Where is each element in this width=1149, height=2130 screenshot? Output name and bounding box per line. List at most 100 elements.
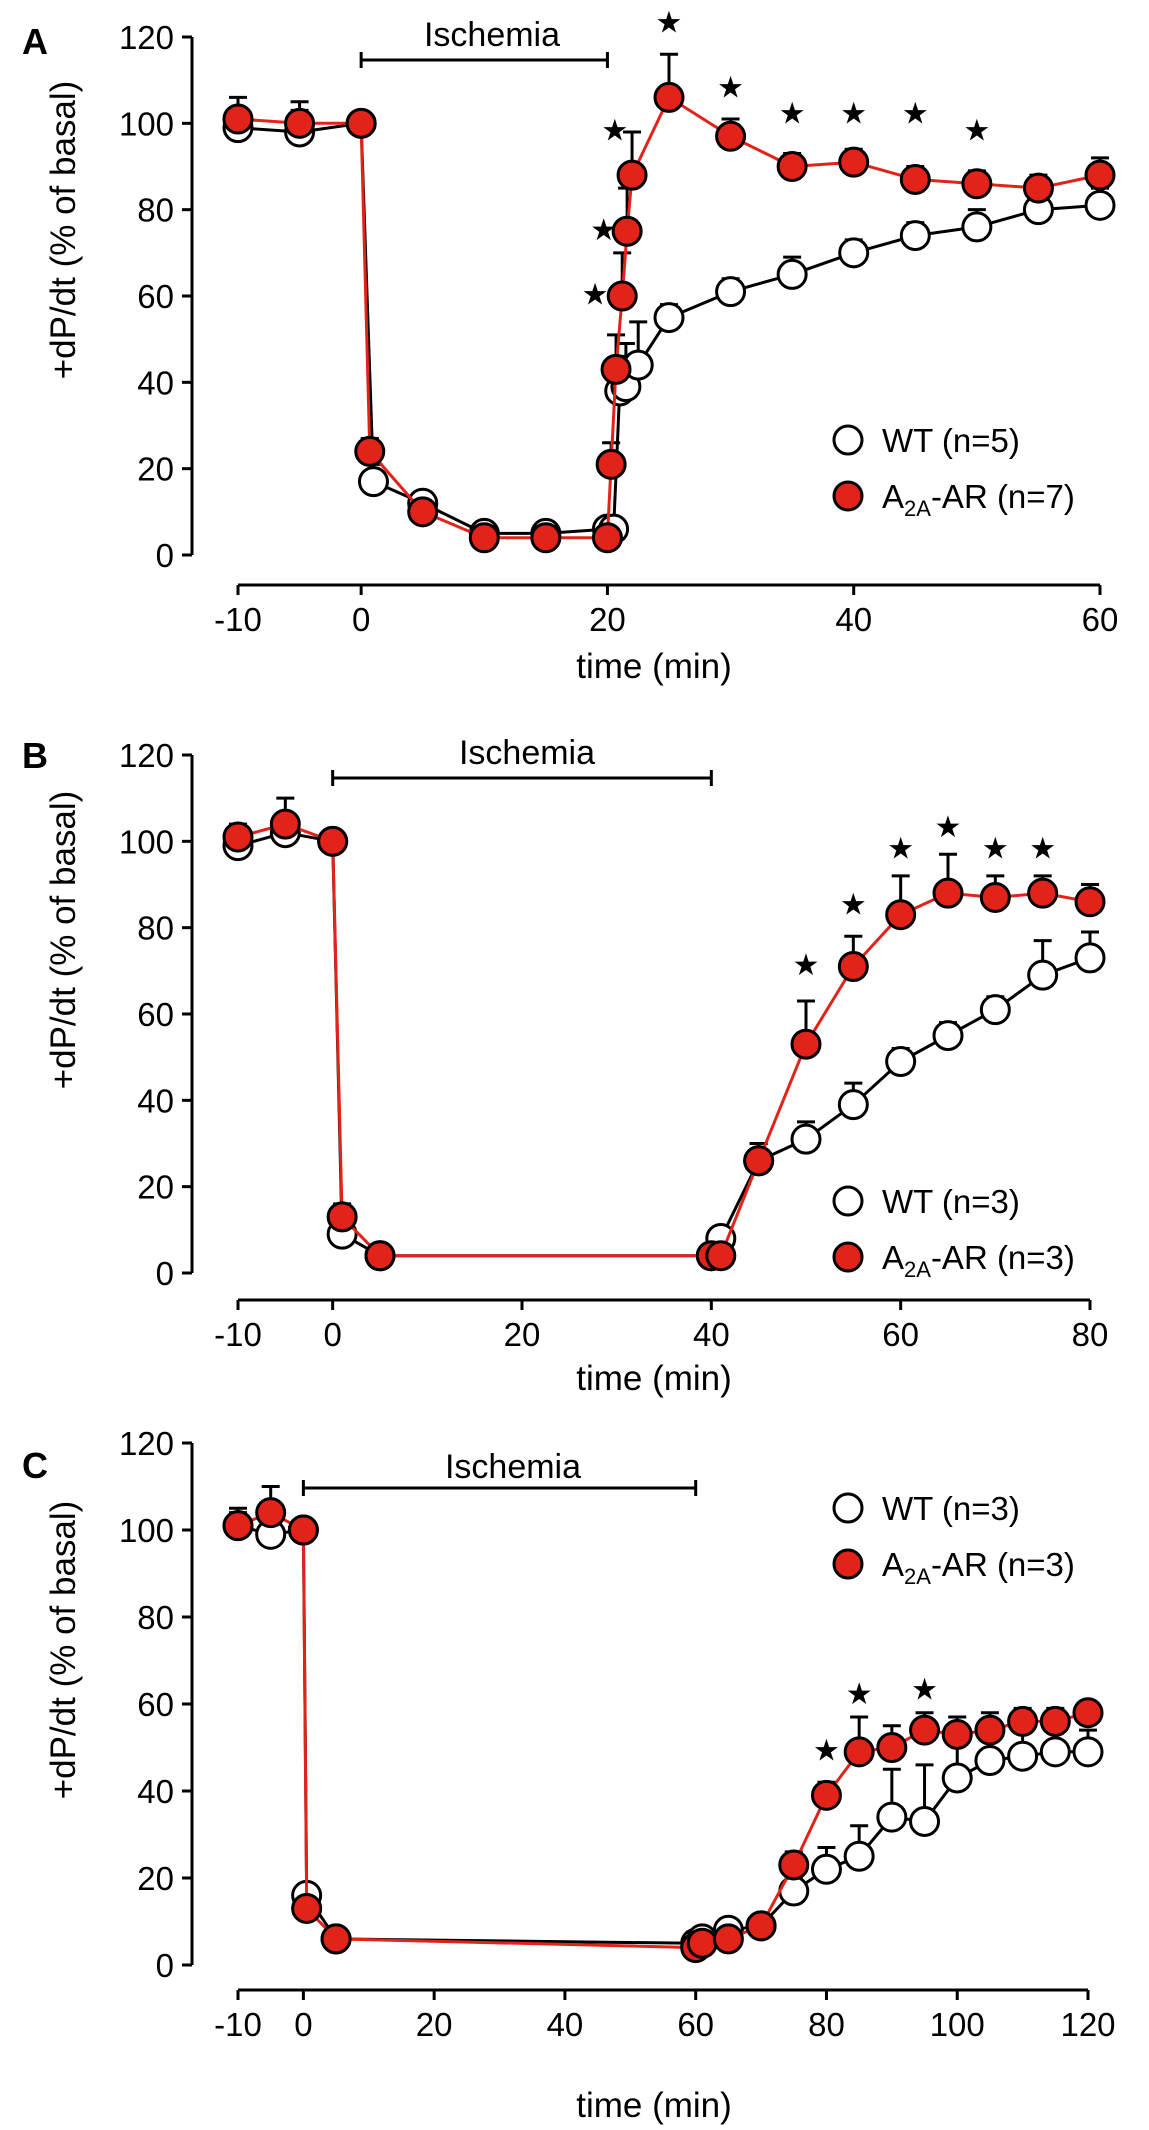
panel-c-x-tick-label: -10	[214, 2006, 262, 2043]
panel-c-a2a-point	[222, 1510, 254, 1542]
panel-a-significance-star: ★	[601, 115, 628, 148]
panel-c-x-tick-label: 120	[1060, 2006, 1115, 2043]
panel-c-wt-point	[843, 1840, 875, 1872]
panel-c-legend: WT (n=3) A2A-AR (n=3)	[832, 1490, 1075, 1589]
panel-c-a2a-point	[712, 1923, 744, 1955]
panel-a-significance-star: ★	[840, 97, 867, 130]
panel-a-y-tick-label: 60	[137, 278, 174, 315]
panel-b-x-tick-label: 40	[693, 1316, 730, 1353]
panel-a-a2a-point	[776, 151, 808, 182]
panel-b-a2a-point	[364, 1240, 396, 1272]
panel-b-significance-star: ★	[982, 833, 1009, 866]
panel-a-a2a-point	[616, 159, 648, 191]
panel-c-a2a-point	[686, 1927, 718, 1959]
panel-b-legend-a2a-label-a: A	[882, 1239, 904, 1276]
panel-b-y-tick-label: 80	[137, 910, 174, 947]
panel-b-legend: WT (n=3) A2A-AR (n=3)	[832, 1183, 1075, 1282]
panel-c-x-tick-label: 100	[930, 2006, 985, 2043]
panel-a-x-tick-label: 20	[589, 601, 626, 638]
panel-a-ischemia-label: Ischemia	[424, 16, 560, 54]
panel-a-y-tick-label: 80	[137, 192, 174, 229]
panel-c-a2a-point	[974, 1714, 1006, 1746]
panel-a-axes: 0 20 40 60 80 100 120 -10 0 20 40 60	[119, 19, 1118, 638]
panel-b-wt-point	[979, 994, 1011, 1026]
panel-a-y-tick-label: 0	[156, 537, 174, 574]
panel-c-y-tick-label: 120	[119, 1425, 174, 1462]
panel-a-marks: ★ ★ ★ ★ ★ ★ ★ ★ ★	[222, 7, 1116, 554]
panel-c-x-tick-label: 40	[547, 2006, 584, 2043]
panel-b-x-tick-label: 60	[882, 1316, 919, 1353]
panel-a-wt-point	[776, 258, 808, 290]
panel-b-a2a-point	[837, 951, 869, 983]
panel-a-wt-point	[715, 276, 747, 308]
panel-b-a2a-point	[222, 821, 254, 853]
panel-a-y-tick-label: 100	[119, 105, 174, 142]
panel-b-significance-star: ★	[935, 811, 962, 844]
panel-a-a2a-point	[838, 146, 870, 178]
panel-c-wt-point	[810, 1853, 842, 1885]
panel-b-y-tick-label: 100	[119, 823, 174, 860]
panel-c-a2a-point	[1072, 1697, 1104, 1729]
panel-b-legend-a2a-label-sub: 2A	[904, 1257, 931, 1282]
panel-c-a2a-point	[778, 1849, 810, 1881]
panel-b-a2a-point	[317, 825, 349, 857]
panel-b-x-tick-label: -10	[214, 1316, 262, 1353]
panel-a-legend-a2a-label-sub: 2A	[904, 496, 931, 521]
panel-a-wt-point	[961, 211, 993, 243]
panel-a-a2a-point	[284, 107, 316, 139]
panel-b-a2a-point	[1074, 886, 1106, 918]
panel-b-a2a-point	[1027, 877, 1059, 909]
panel-c-a2a-point	[320, 1923, 352, 1955]
panel-b-significance-star: ★	[887, 833, 914, 866]
panel-a-x-tick-label: 40	[835, 601, 872, 638]
panel-b-a2a-point	[932, 877, 964, 909]
panel-c-legend-wt-marker	[832, 1492, 864, 1524]
panel-a-a2a-point	[591, 522, 623, 554]
panel-c-x-axis-title: time (min)	[576, 2086, 732, 2125]
panel-b-a2a-point	[885, 899, 917, 931]
panel-a: A +dP/dt (% of basal) time (min) Ischemi…	[22, 7, 1118, 686]
panel-a-a2a-point	[600, 353, 632, 385]
panel-c-wt-point	[1072, 1736, 1104, 1768]
panel-c-legend-a2a-label-a: A	[882, 1546, 904, 1583]
panel-a-a2a-point	[530, 522, 562, 554]
panel-c-significance-star: ★	[813, 1735, 840, 1768]
panel-a-wt-point	[357, 466, 389, 498]
panel-b-significance-star: ★	[840, 889, 867, 922]
panel-a-wt-point	[838, 237, 870, 269]
panel-c-wt-point	[1039, 1736, 1071, 1768]
panel-a-significance-star: ★	[590, 214, 617, 247]
panel-a-legend-wt-marker	[832, 424, 864, 456]
panel-b-a2a-point	[326, 1201, 358, 1233]
panel-a-a2a-point	[345, 107, 377, 139]
panel-a-a2a-point	[606, 280, 638, 312]
panel-b-y-tick-label: 0	[156, 1255, 174, 1292]
panel-b-x-tick-label: 80	[1072, 1316, 1109, 1353]
panel-c-a2a-point	[745, 1910, 777, 1942]
panel-c-a2a-point	[810, 1779, 842, 1811]
panel-c-wt-point	[876, 1801, 908, 1833]
panel-a-y-tick-label: 40	[137, 364, 174, 401]
panel-a-x-tick-label: 60	[1082, 601, 1119, 638]
panel-a-significance-star: ★	[779, 97, 806, 130]
panel-a-wt-point	[653, 302, 685, 334]
panel-c-wt-point	[909, 1805, 941, 1837]
panel-b-y-axis-title: +dP/dt (% of basal)	[44, 791, 83, 1090]
panel-c-x-tick-label: 0	[294, 2006, 312, 2043]
panel-c-axes: 0 20 40 60 80 100 120 -10 0 20 40 60 80 100 120	[119, 1425, 1116, 2043]
panel-c-legend-a2a-label-sub: 2A	[904, 1564, 931, 1589]
panel-b-wt-point	[837, 1089, 869, 1121]
panel-a-a2a-point	[1022, 172, 1054, 204]
panel-a-significance-star: ★	[902, 97, 929, 130]
panel-c-wt-point	[1007, 1740, 1039, 1772]
panel-c-a2a-point	[843, 1736, 875, 1768]
panel-b-axes: 0 20 40 60 80 100 120 -10 0 20 40 60 80	[119, 737, 1108, 1353]
panel-c-legend-wt-label: WT (n=3)	[882, 1490, 1020, 1527]
panel-b-a2a-point	[269, 808, 301, 840]
panel-c: C +dP/dt (% of basal) time (min) Ischemi…	[22, 1425, 1116, 2125]
panel-b-x-tick-label: 20	[504, 1316, 541, 1353]
panel-b-a2a-point	[979, 881, 1011, 913]
panel-c-y-tick-label: 60	[137, 1686, 174, 1723]
panel-a-y-tick-label: 20	[137, 451, 174, 488]
